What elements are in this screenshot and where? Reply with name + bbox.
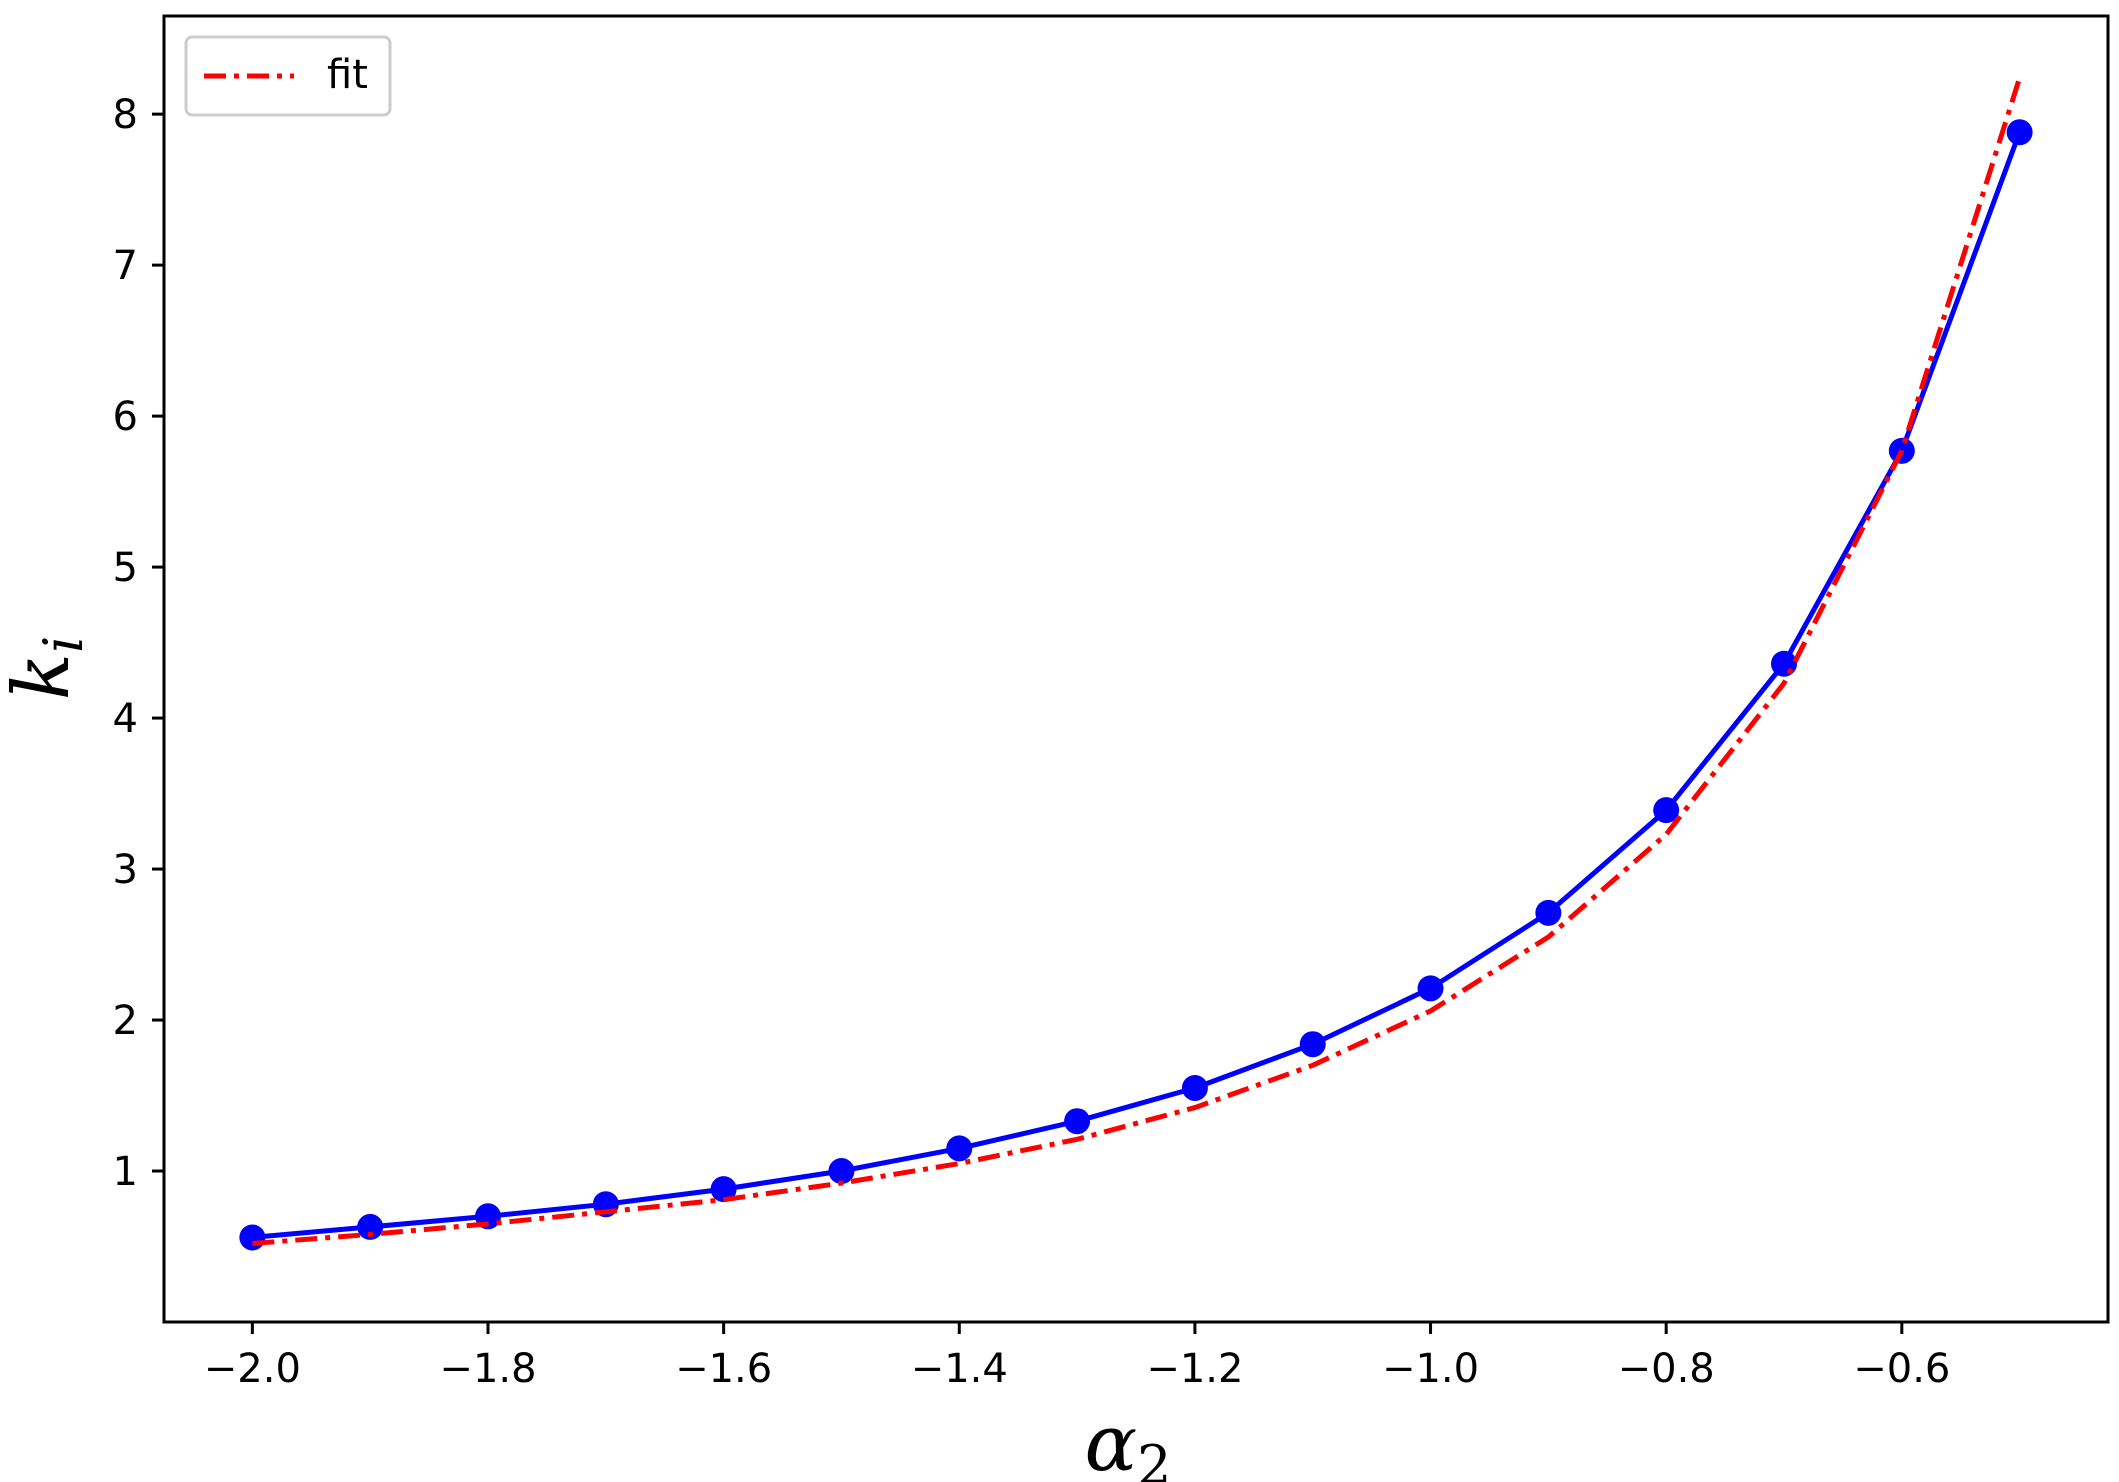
y-tick-label: 7 [113, 243, 138, 289]
x-tick-label: −1.2 [1146, 1346, 1243, 1392]
x-tick-label: −1.4 [911, 1346, 1008, 1392]
x-axis-label-symbol: α [1084, 1399, 1137, 1482]
y-axis-label-subscript: i [32, 636, 95, 653]
data-point [357, 1213, 384, 1240]
data-point [2006, 119, 2033, 146]
y-tick-label: 3 [113, 847, 138, 893]
data-point [1299, 1031, 1326, 1058]
data-point [1417, 975, 1444, 1002]
y-tick-label: 8 [113, 92, 138, 138]
x-tick-label: −1.0 [1382, 1346, 1479, 1392]
data-point [1535, 899, 1562, 926]
data-point [1181, 1074, 1208, 1101]
y-axis-label: ki [0, 636, 95, 701]
x-tick-label: −2.0 [204, 1346, 301, 1392]
legend: fit [184, 35, 392, 117]
y-tick-label: 4 [113, 696, 138, 742]
legend-box [184, 35, 392, 117]
y-axis-label-symbol: k [0, 653, 87, 700]
legend-fit-label: fit [327, 52, 368, 98]
data-point [239, 1224, 266, 1251]
data-point [1064, 1108, 1091, 1135]
x-tick-label: −0.6 [1853, 1346, 1950, 1392]
data-point [1653, 797, 1680, 824]
data-point [828, 1158, 855, 1185]
x-tick-label: −0.8 [1618, 1346, 1715, 1392]
plot-frame [162, 14, 2110, 1324]
y-tick-label: 1 [113, 1149, 138, 1195]
data-point [1771, 650, 1797, 677]
data-point [710, 1176, 737, 1203]
x-axis-label-subscript: 2 [1137, 1434, 1171, 1482]
y-axis: 1 2 3 4 5 6 7 8 [113, 92, 164, 1195]
data-point [946, 1135, 973, 1162]
x-tick-label: −1.6 [675, 1346, 772, 1392]
y-tick-label: 5 [113, 545, 138, 591]
y-tick-label: 6 [113, 394, 138, 440]
x-axis: −2.0 −1.8 −1.6 −1.4 −1.2 −1.0 −0.8 −0.6 [204, 1322, 1950, 1392]
y-tick-label: 2 [113, 998, 138, 1044]
fit-line [252, 77, 2022, 1246]
plot-background [164, 16, 2108, 1322]
data-line [252, 131, 2022, 1240]
series-layer [239, 77, 2033, 1251]
x-axis-label: α2 [1084, 1399, 1171, 1482]
x-tick-label: −1.8 [439, 1346, 536, 1392]
